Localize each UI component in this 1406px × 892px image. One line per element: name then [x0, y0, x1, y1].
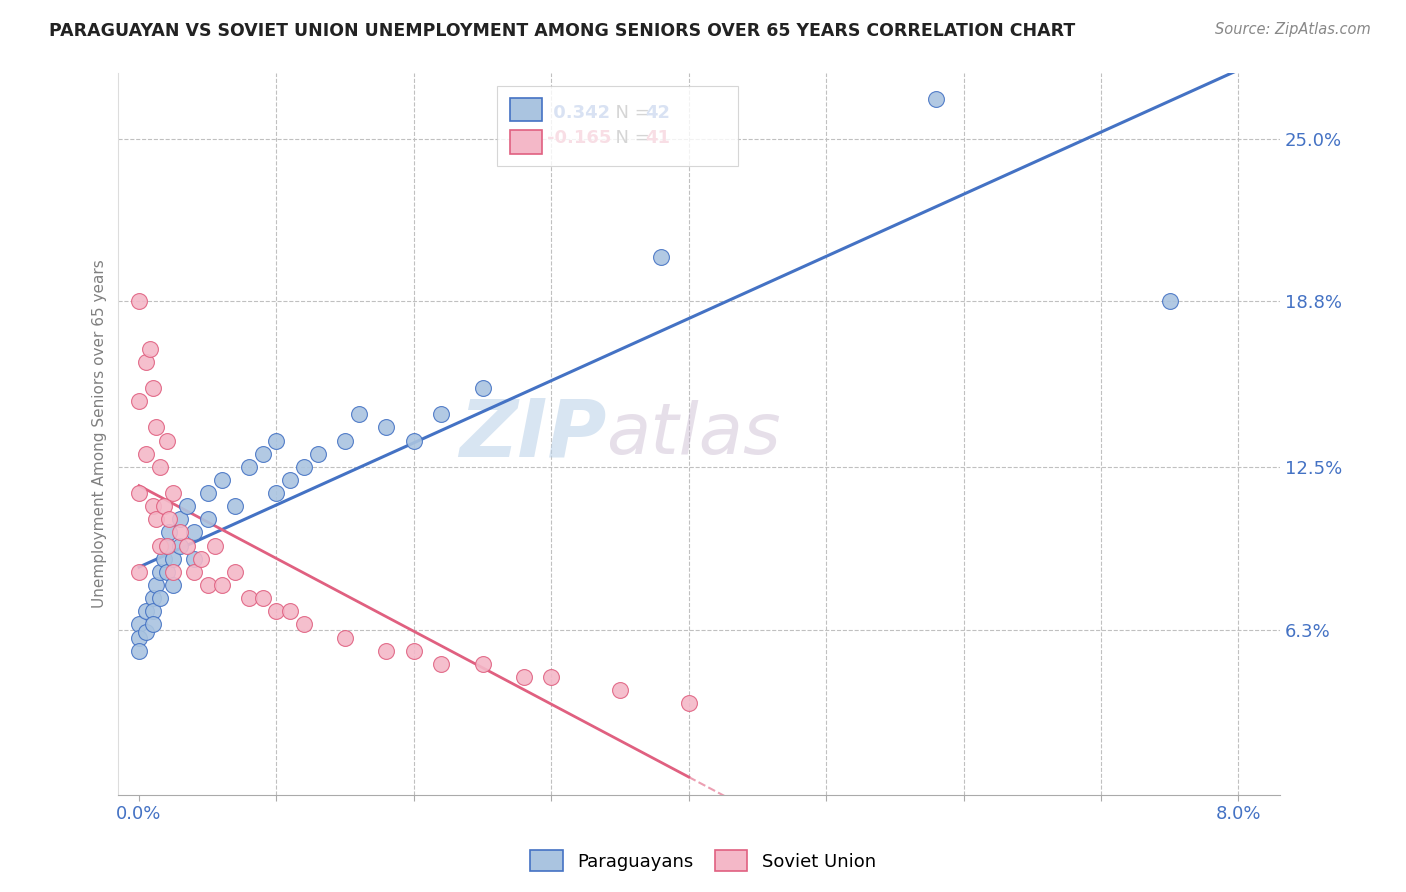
Point	[142, 591, 165, 606]
Point	[183, 565, 205, 579]
Point	[211, 473, 233, 487]
Point	[278, 604, 301, 618]
Point	[149, 459, 172, 474]
Point	[169, 512, 191, 526]
Point	[238, 459, 260, 474]
Point	[335, 434, 357, 448]
Text: PARAGUAYAN VS SOVIET UNION UNEMPLOYMENT AMONG SENIORS OVER 65 YEARS CORRELATION : PARAGUAYAN VS SOVIET UNION UNEMPLOYMENT …	[49, 22, 1076, 40]
Point	[128, 565, 150, 579]
Text: N =: N =	[603, 129, 655, 147]
Point	[266, 434, 288, 448]
Point	[252, 591, 274, 606]
Point	[162, 578, 184, 592]
Point	[157, 512, 180, 526]
Point	[1159, 294, 1181, 309]
Point	[145, 512, 167, 526]
Text: R =: R =	[509, 103, 547, 121]
Point	[128, 294, 150, 309]
Text: ZIP: ZIP	[458, 395, 606, 473]
Point	[238, 591, 260, 606]
Point	[145, 420, 167, 434]
Point	[155, 434, 177, 448]
Point	[145, 578, 167, 592]
Point	[197, 578, 219, 592]
Point	[169, 539, 191, 553]
Point	[609, 683, 631, 698]
Text: 41: 41	[645, 129, 671, 147]
Point	[183, 551, 205, 566]
Point	[375, 643, 398, 657]
Point	[135, 604, 157, 618]
Point	[513, 670, 536, 684]
Point	[650, 250, 672, 264]
Point	[678, 696, 700, 710]
Text: N =: N =	[603, 103, 655, 121]
Point	[176, 500, 198, 514]
Point	[152, 500, 174, 514]
Point	[430, 657, 453, 671]
Point	[139, 342, 162, 356]
Legend:                               ,                               : ,	[498, 86, 738, 166]
Point	[142, 500, 165, 514]
Point	[266, 486, 288, 500]
Point	[169, 525, 191, 540]
Point	[292, 617, 315, 632]
Point	[152, 551, 174, 566]
Point	[149, 591, 172, 606]
Text: Source: ZipAtlas.com: Source: ZipAtlas.com	[1215, 22, 1371, 37]
Text: atlas: atlas	[606, 400, 780, 468]
Point	[128, 643, 150, 657]
Point	[128, 631, 150, 645]
Point	[540, 670, 562, 684]
Point	[149, 565, 172, 579]
Point	[142, 604, 165, 618]
Point	[135, 447, 157, 461]
Point	[307, 447, 329, 461]
Point	[402, 643, 425, 657]
Point	[149, 539, 172, 553]
Point	[292, 459, 315, 474]
Point	[471, 381, 494, 395]
Point	[402, 434, 425, 448]
Point	[183, 525, 205, 540]
Point	[224, 565, 246, 579]
Point	[430, 407, 453, 421]
Point	[128, 394, 150, 409]
Point	[252, 447, 274, 461]
Point	[204, 539, 226, 553]
Point	[224, 500, 246, 514]
Point	[128, 617, 150, 632]
Text: 42: 42	[645, 103, 671, 121]
Point	[278, 473, 301, 487]
Point	[155, 539, 177, 553]
Point	[190, 551, 212, 566]
Point	[142, 381, 165, 395]
Legend: Paraguayans, Soviet Union: Paraguayans, Soviet Union	[523, 843, 883, 879]
Point	[266, 604, 288, 618]
Point	[135, 355, 157, 369]
Point	[162, 486, 184, 500]
Point	[155, 565, 177, 579]
Point	[157, 525, 180, 540]
Point	[162, 551, 184, 566]
Point	[471, 657, 494, 671]
Point	[162, 565, 184, 579]
Point	[142, 617, 165, 632]
Text: R =: R =	[509, 129, 547, 147]
Text: 0.342: 0.342	[547, 103, 610, 121]
Point	[135, 625, 157, 640]
Point	[347, 407, 370, 421]
Point	[335, 631, 357, 645]
Y-axis label: Unemployment Among Seniors over 65 years: Unemployment Among Seniors over 65 years	[93, 260, 107, 608]
Point	[155, 539, 177, 553]
Text: -0.165: -0.165	[547, 129, 612, 147]
Point	[375, 420, 398, 434]
Point	[197, 512, 219, 526]
Point	[925, 92, 948, 106]
Point	[128, 486, 150, 500]
Point	[211, 578, 233, 592]
Point	[176, 539, 198, 553]
Point	[197, 486, 219, 500]
